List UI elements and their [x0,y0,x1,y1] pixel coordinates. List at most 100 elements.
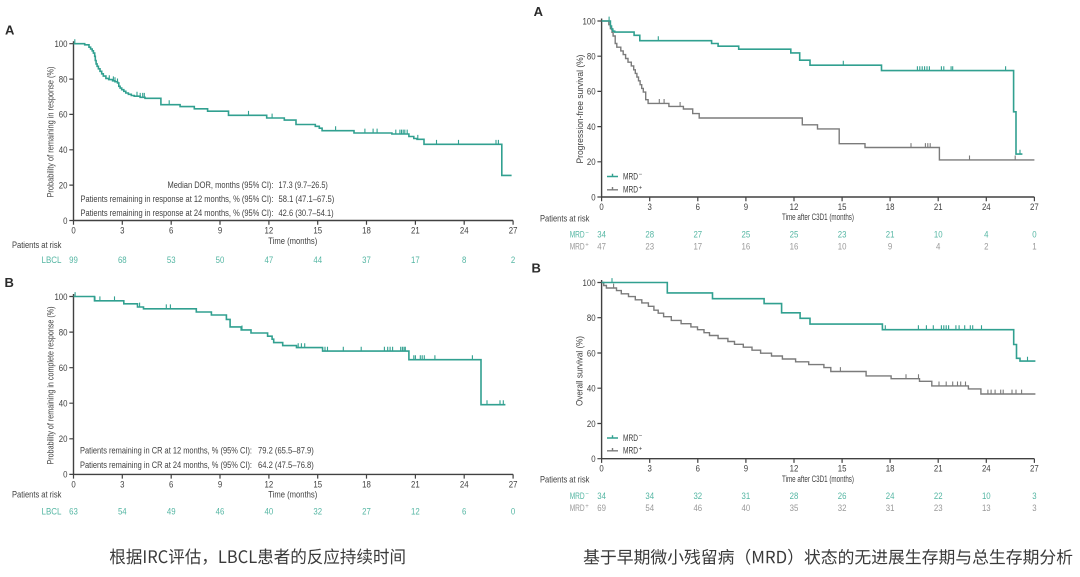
svg-text:12: 12 [790,464,799,474]
svg-text:60: 60 [59,363,68,373]
svg-text:3: 3 [648,202,652,212]
svg-text:9: 9 [218,226,222,236]
svg-text:47: 47 [597,242,606,252]
svg-text:25: 25 [790,230,799,240]
svg-text:10: 10 [934,230,943,240]
svg-text:3: 3 [120,226,124,236]
svg-text:20: 20 [587,419,596,429]
svg-text:20: 20 [587,157,596,167]
svg-text:40: 40 [587,384,596,394]
svg-text:16: 16 [790,242,799,252]
svg-text:17.3 (9.7–26.5): 17.3 (9.7–26.5) [279,180,328,190]
svg-text:100: 100 [54,292,67,302]
svg-text:6: 6 [696,464,700,474]
svg-text:18: 18 [362,226,371,236]
svg-text:21: 21 [934,464,943,474]
svg-text:24: 24 [886,491,895,501]
svg-text:69: 69 [597,503,606,513]
svg-text:10: 10 [838,242,847,252]
svg-text:9: 9 [744,202,748,212]
svg-text:15: 15 [313,479,322,489]
svg-text:LBCL: LBCL [42,255,62,265]
svg-text:100: 100 [54,39,67,49]
svg-text:Patients remaining in CR at 24: Patients remaining in CR at 24 months, %… [80,460,252,470]
svg-text:4: 4 [936,242,940,252]
svg-text:Patients at risk: Patients at risk [12,240,62,250]
svg-text:Time after C3D1 (months): Time after C3D1 (months) [782,212,854,222]
svg-text:34: 34 [597,230,606,240]
svg-text:1: 1 [1032,242,1036,252]
svg-text:12: 12 [790,202,799,212]
svg-text:20: 20 [59,434,68,444]
svg-text:27: 27 [509,479,518,489]
svg-text:34: 34 [597,491,606,501]
svg-text:25: 25 [742,230,751,240]
svg-text:60: 60 [587,348,596,358]
svg-text:12: 12 [411,506,420,516]
svg-text:0: 0 [71,479,75,489]
svg-text:26: 26 [838,491,847,501]
svg-text:Probability of remaining in co: Probability of remaining in complete res… [46,306,56,464]
svg-text:9: 9 [888,242,892,252]
svg-text:28: 28 [645,230,654,240]
svg-text:MRD: MRD [570,242,585,252]
svg-text:99: 99 [69,255,78,265]
svg-text:60: 60 [587,87,596,97]
svg-text:Overall survival (%): Overall survival (%) [575,336,585,406]
svg-text:68: 68 [118,255,127,265]
svg-text:54: 54 [118,506,127,516]
svg-text:Median DOR, months (95% CI):: Median DOR, months (95% CI): [168,180,274,190]
svg-text:15: 15 [838,202,847,212]
svg-text:35: 35 [790,503,799,513]
svg-text:100: 100 [583,278,596,288]
svg-text:44: 44 [313,255,322,265]
svg-text:Time (months): Time (months) [268,490,317,500]
svg-text:28: 28 [790,491,799,501]
svg-text:80: 80 [59,74,68,84]
svg-text:Progression-free survival (%): Progression-free survival (%) [575,55,585,164]
svg-text:+: + [639,185,643,191]
svg-text:3: 3 [1032,503,1036,513]
svg-text:+: + [639,446,643,452]
svg-text:12: 12 [265,226,274,236]
svg-text:23: 23 [934,503,943,513]
svg-text:MRD: MRD [623,433,638,443]
svg-text:23: 23 [838,230,847,240]
svg-text:Patients remaining in response: Patients remaining in response at 24 mon… [81,208,274,218]
svg-text:34: 34 [645,491,654,501]
svg-text:15: 15 [838,464,847,474]
svg-text:46: 46 [216,506,225,516]
svg-text:80: 80 [587,313,596,323]
svg-text:−: − [585,492,589,498]
svg-text:+: + [585,504,589,510]
svg-text:40: 40 [59,399,68,409]
svg-text:49: 49 [167,506,176,516]
svg-text:16: 16 [742,242,751,252]
svg-text:Patients at risk: Patients at risk [540,213,590,223]
svg-text:21: 21 [411,479,420,489]
svg-text:4: 4 [984,230,988,240]
svg-text:0: 0 [63,216,67,226]
svg-text:A: A [534,4,544,19]
svg-text:−: − [639,172,643,178]
svg-text:+: + [585,243,589,249]
svg-text:10: 10 [982,491,991,501]
svg-text:12: 12 [265,479,274,489]
svg-text:32: 32 [313,506,322,516]
svg-text:MRD: MRD [623,171,638,181]
svg-text:Probability of remaining in re: Probability of remaining in response (%) [46,67,56,198]
svg-text:Patients at risk: Patients at risk [540,474,590,484]
svg-text:32: 32 [693,491,702,501]
svg-text:79.2 (65.5–87.9): 79.2 (65.5–87.9) [258,446,314,456]
svg-text:100: 100 [583,16,596,26]
svg-text:18: 18 [886,464,895,474]
svg-text:0: 0 [63,470,67,480]
svg-text:20: 20 [59,180,68,190]
svg-text:3: 3 [1032,491,1036,501]
svg-text:Patients remaining in response: Patients remaining in response at 12 mon… [81,194,274,204]
svg-text:15: 15 [313,226,322,236]
svg-text:53: 53 [167,255,176,265]
svg-text:A: A [5,23,15,38]
svg-text:24: 24 [982,202,991,212]
svg-text:40: 40 [742,503,751,513]
